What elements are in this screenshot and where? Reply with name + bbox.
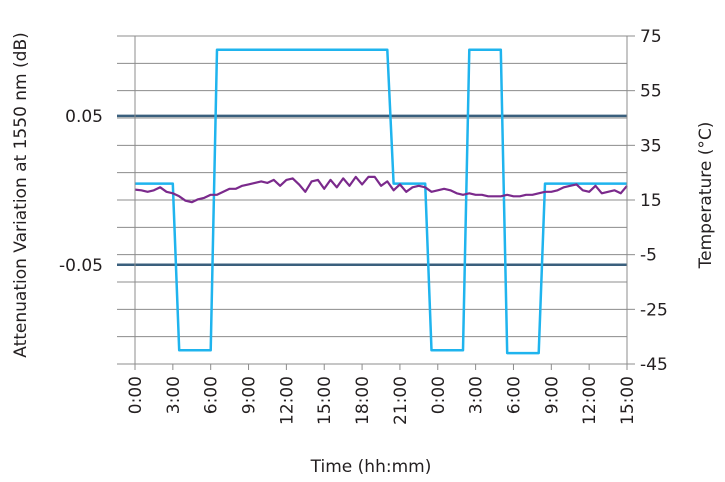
x-tick-label: 21:00 <box>391 376 411 425</box>
right-tick-label: 35 <box>640 136 662 156</box>
temperature-series-line <box>135 48 627 355</box>
right-tick-label: -45 <box>640 355 668 375</box>
left-axis-title: Attenuation Variation at 1550 nm (dB) <box>11 32 31 358</box>
right-tick-label: -5 <box>640 246 657 266</box>
x-tick-label: 3:00 <box>164 376 184 414</box>
x-tick-label: 12:00 <box>580 376 600 425</box>
right-tick-label: 15 <box>640 191 662 211</box>
x-axis-title: Time (hh:mm) <box>310 457 432 477</box>
right-tick-label: 75 <box>640 27 662 47</box>
x-tick-label: 12:00 <box>277 376 297 425</box>
right-tick-label: 55 <box>640 82 662 102</box>
x-tick-label: 15:00 <box>618 376 638 425</box>
series-layer <box>134 48 628 355</box>
left-tick-label: 0.05 <box>65 107 103 127</box>
reference-lines <box>117 114 627 267</box>
x-tick-label: 6:00 <box>202 376 222 414</box>
right-axis-title: Temperature (°C) <box>696 122 716 270</box>
x-tick-label: 3:00 <box>467 376 487 414</box>
right-tick-label: -25 <box>640 300 668 320</box>
left-tick-label: -0.05 <box>59 256 103 276</box>
attenuation-series-line <box>134 175 628 204</box>
x-tick-label: 15:00 <box>315 376 335 425</box>
x-tick-label: 9:00 <box>542 376 562 414</box>
x-tick-label: 0:00 <box>126 376 146 414</box>
tick-labels: 75 55 35 15 -5 -25 -45 0.05 -0.05 0:00 3:00 6:00 9:0… <box>59 27 668 425</box>
axes <box>117 35 635 370</box>
x-tick-label: 18:00 <box>353 376 373 425</box>
x-tick-label: 6:00 <box>504 376 524 414</box>
x-tick-label: 0:00 <box>429 376 449 414</box>
x-tick-label: 9:00 <box>240 376 260 414</box>
grid-lines <box>117 35 627 338</box>
